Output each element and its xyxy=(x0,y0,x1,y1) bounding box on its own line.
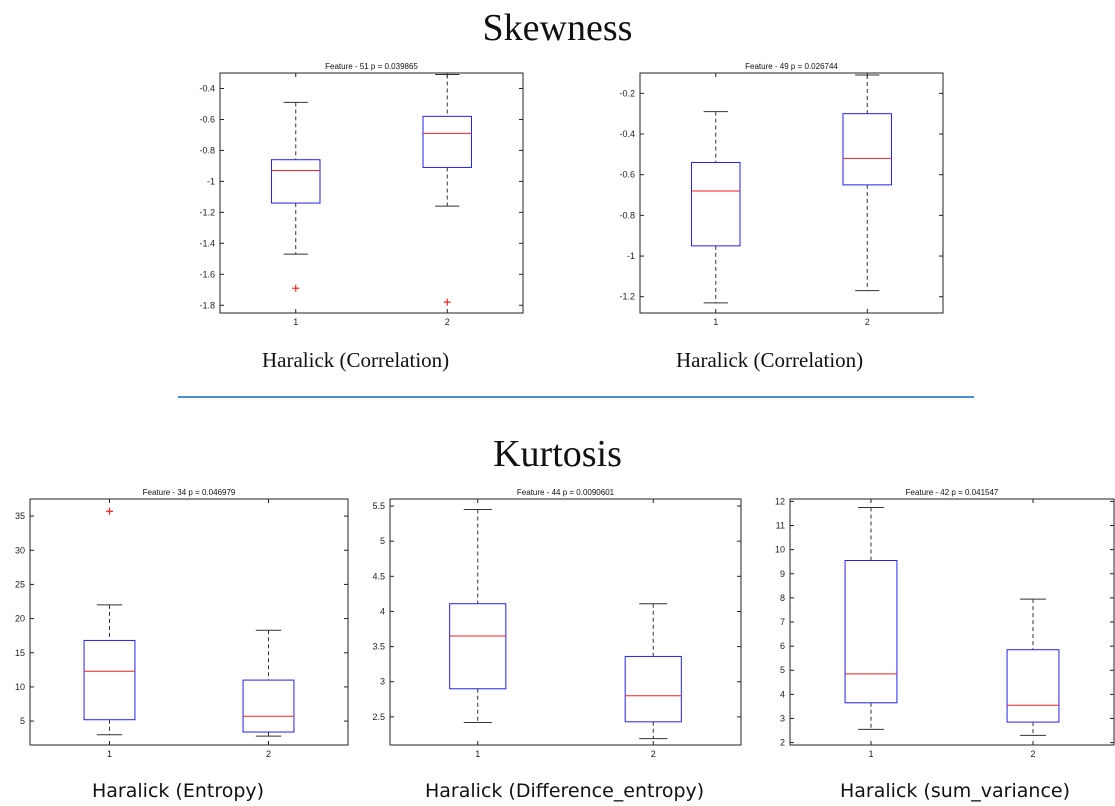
iqr-box xyxy=(1006,649,1060,723)
y-tick-label: 5 xyxy=(20,716,25,726)
y-tick-label: 5 xyxy=(780,665,785,675)
caption-feature-51: Haralick (Correlation) xyxy=(262,348,450,372)
axes-frame xyxy=(789,498,1115,746)
x-tick-label: 2 xyxy=(266,749,271,759)
axes-frame xyxy=(219,72,524,314)
chart-title: Feature - 51 p = 0.039865 xyxy=(325,62,418,71)
y-tick-label: 11 xyxy=(776,521,785,531)
y-tick-label: 35 xyxy=(15,511,25,521)
y-tick-label: -0.6 xyxy=(199,114,215,124)
caption-feature-44: Haralick (Difference_entropy) xyxy=(425,780,705,802)
iqr-box xyxy=(271,159,321,204)
y-tick-label: 12 xyxy=(775,496,785,506)
iqr-box xyxy=(422,115,472,168)
y-tick-label: -1.2 xyxy=(619,292,635,302)
y-tick-label: -0.6 xyxy=(619,170,635,180)
x-tick-label: 1 xyxy=(475,749,480,759)
y-tick-label: -1.8 xyxy=(199,300,215,310)
boxplot-svg: Feature - 49 p = 0.026744 -0.2 -0.4 -0.6 -0.… xyxy=(619,62,944,327)
y-tick-label: -0.8 xyxy=(199,145,215,155)
y-tick-label: -1 xyxy=(207,176,215,186)
y-tick-label: 10 xyxy=(15,682,25,692)
y-tick-label: 4.5 xyxy=(372,571,385,581)
y-tick-label: 3 xyxy=(380,677,385,687)
caption-feature-49: Haralick (Correlation) xyxy=(676,348,864,372)
chart-title: Feature - 49 p = 0.026744 xyxy=(745,62,838,71)
y-tick-label: -1.2 xyxy=(199,207,215,217)
outlier-marker xyxy=(106,507,113,515)
outlier-marker xyxy=(443,298,451,306)
y-tick-label: 10 xyxy=(775,545,785,555)
boxplot-svg: Feature - 34 p = 0.046979 35 30 25 20 15 10 5 1 2 xyxy=(15,488,349,759)
y-tick-label: -0.2 xyxy=(619,88,635,98)
y-tick-label: 30 xyxy=(15,545,25,555)
x-tick-label: 1 xyxy=(868,749,873,759)
iqr-box xyxy=(842,113,892,186)
iqr-box xyxy=(83,639,136,721)
caption-feature-34: Haralick (Entropy) xyxy=(92,780,265,802)
boxplot-panel-feature-42: Feature - 42 p = 0.041547 12 11 10 9 8 7 6 5 4 3 2 1… xyxy=(768,484,1115,759)
y-tick-label: 4 xyxy=(380,606,385,616)
boxplot-svg: Feature - 44 p = 0.0090601 5.5 5 4.5 4 3.5 3 2.… xyxy=(372,488,742,759)
chart-title: Feature - 44 p = 0.0090601 xyxy=(517,488,615,497)
y-tick-label: -1.4 xyxy=(199,238,215,248)
iqr-box xyxy=(691,161,741,247)
y-tick-label: 6 xyxy=(780,641,785,651)
y-tick-label: 25 xyxy=(15,579,25,589)
iqr-box xyxy=(242,679,295,733)
y-tick-label: 5 xyxy=(380,536,385,546)
y-tick-label: -1.6 xyxy=(199,269,215,279)
caption-feature-42: Haralick (sum_variance) xyxy=(840,780,1071,802)
boxplot-panel-feature-44: Feature - 44 p = 0.0090601 5.5 5 4.5 4 3.5 3 2.… xyxy=(368,484,743,759)
outlier-marker xyxy=(292,284,300,292)
iqr-box xyxy=(449,603,507,690)
section-divider xyxy=(178,396,974,398)
y-tick-label: 9 xyxy=(780,569,785,579)
x-tick-label: 1 xyxy=(293,317,298,327)
boxplot-panel-feature-34: Feature - 34 p = 0.046979 35 30 25 20 15 10 5 1 2 xyxy=(5,484,350,759)
chart-title: Feature - 34 p = 0.046979 xyxy=(143,488,236,497)
y-tick-label: 4 xyxy=(780,689,785,699)
x-tick-label: 2 xyxy=(865,317,870,327)
y-tick-label: 2.5 xyxy=(372,712,385,722)
y-tick-label: -0.8 xyxy=(619,210,635,220)
y-tick-label: 20 xyxy=(15,614,25,624)
boxplot-svg: Feature - 42 p = 0.041547121110987654321… xyxy=(775,488,1115,759)
y-tick-label: -0.4 xyxy=(199,83,215,93)
x-tick-label: 2 xyxy=(445,317,450,327)
x-tick-label: 1 xyxy=(713,317,718,327)
y-tick-label: 2 xyxy=(780,738,785,748)
y-tick-label: 3 xyxy=(780,713,785,723)
axes-frame xyxy=(29,498,349,746)
axes-frame xyxy=(389,498,742,746)
skewness-title: Skewness xyxy=(482,7,633,49)
y-tick-label: -1 xyxy=(627,251,635,261)
y-tick-label: 3.5 xyxy=(372,642,385,652)
x-tick-label: 2 xyxy=(1030,749,1035,759)
boxplot-svg: Feature - 51 p = 0.039865 -0.4 -0.6 -0.8 -1 -… xyxy=(199,62,524,327)
chart-title: Feature - 42 p = 0.041547 xyxy=(906,488,999,497)
boxplot-panel-feature-49: Feature - 49 p = 0.026744 -0.2 -0.4 -0.6 -0.… xyxy=(610,60,945,327)
kurtosis-title: Kurtosis xyxy=(493,433,622,475)
iqr-box xyxy=(624,655,682,723)
y-tick-label: 7 xyxy=(780,617,785,627)
axes-frame xyxy=(639,72,944,314)
y-tick-label: 5.5 xyxy=(372,501,385,511)
y-tick-label: -0.4 xyxy=(619,129,635,139)
y-tick-label: 8 xyxy=(780,593,785,603)
x-tick-label: 1 xyxy=(107,749,112,759)
iqr-box xyxy=(844,560,898,704)
boxplot-panel-feature-51: Feature - 51 p = 0.039865 -0.4 -0.6 -0.8 -1 -… xyxy=(190,60,525,327)
x-tick-label: 2 xyxy=(651,749,656,759)
y-tick-label: 15 xyxy=(15,648,25,658)
